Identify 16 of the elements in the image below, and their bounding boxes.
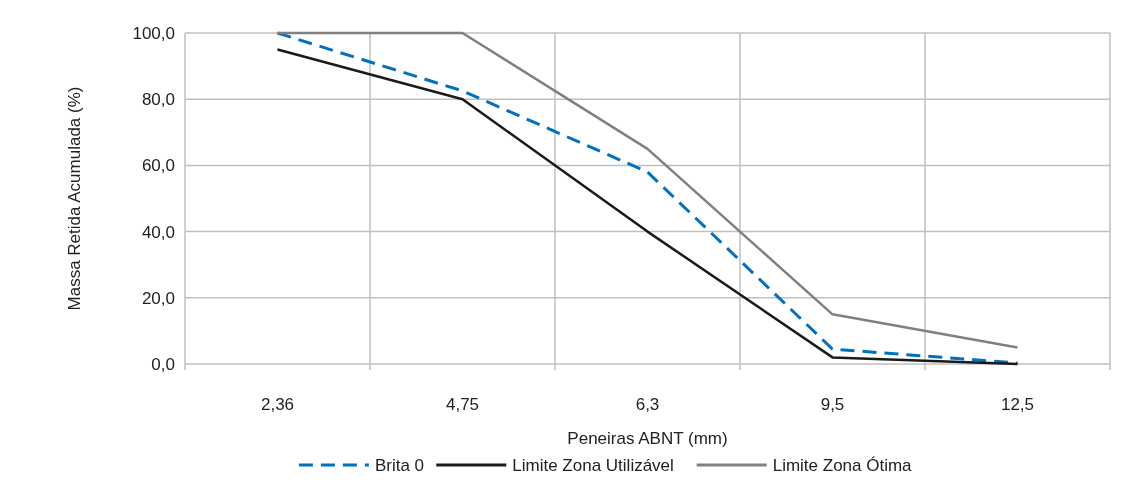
y-tick-label: 0,0 bbox=[151, 354, 175, 374]
y-tick-label: 60,0 bbox=[141, 156, 175, 176]
y-tick-label: 80,0 bbox=[141, 90, 175, 110]
x-tick-label: 6,3 bbox=[635, 395, 660, 414]
x-tick-label: 4,75 bbox=[445, 395, 480, 414]
legend-label: Limite Zona Ótima bbox=[772, 455, 913, 475]
y-tick-label: 100,0 bbox=[132, 23, 175, 43]
y-tick-label: 40,0 bbox=[141, 222, 175, 242]
legend-label: Limite Zona Utilizável bbox=[512, 455, 674, 475]
y-tick-label: 20,0 bbox=[141, 288, 175, 308]
x-tick-label: 2,36 bbox=[260, 395, 295, 414]
legend-label: Brita 0 bbox=[374, 455, 425, 475]
x-tick-label: 12,5 bbox=[1000, 395, 1035, 414]
y-axis-title: Massa Retida Acumulada (%) bbox=[65, 86, 84, 311]
x-axis-title: Peneiras ABNT (mm) bbox=[567, 429, 728, 448]
x-tick-label: 9,5 bbox=[820, 395, 845, 414]
